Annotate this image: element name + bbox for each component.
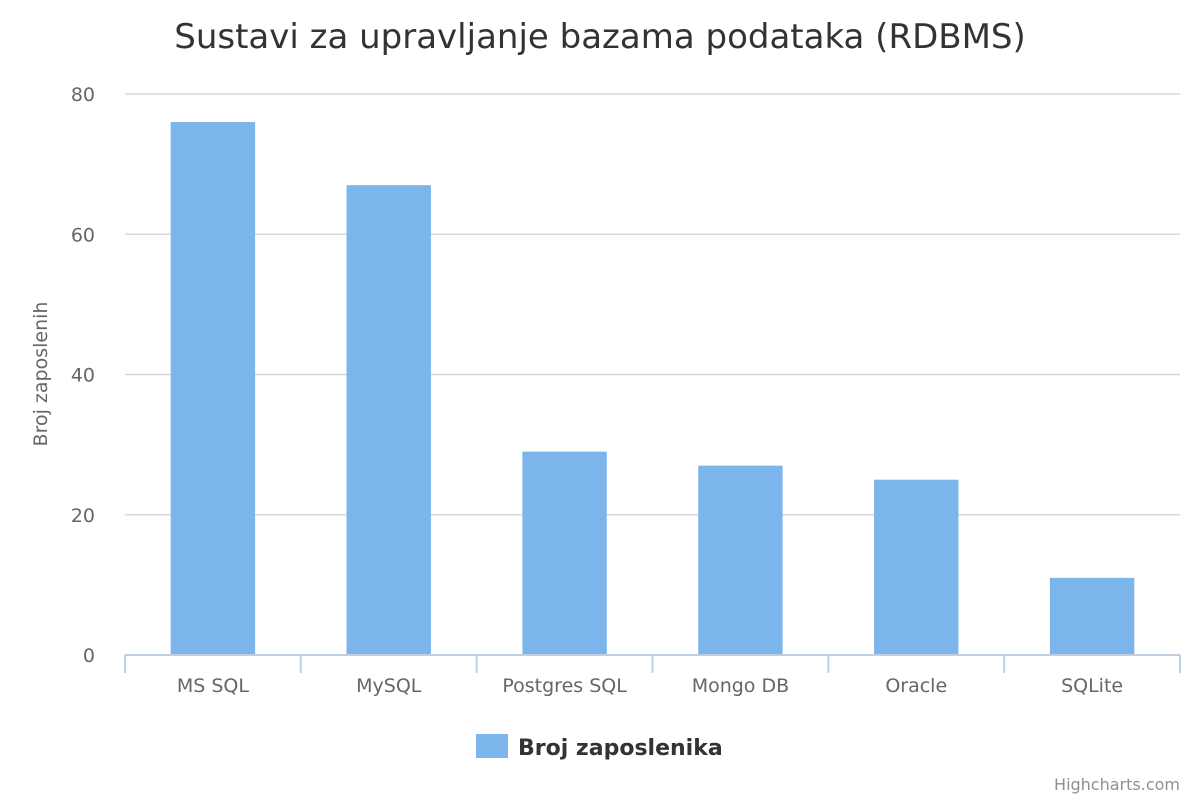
credits-link[interactable]: Highcharts.com <box>1054 775 1180 794</box>
legend[interactable]: Broj zaposlenika <box>476 734 723 761</box>
bar-postgres-sql[interactable] <box>522 451 607 655</box>
y-tick-label-20: 20 <box>71 505 95 527</box>
legend-swatch[interactable] <box>476 734 508 758</box>
bar-sqlite[interactable] <box>1049 577 1135 655</box>
bar-mongo-db[interactable] <box>698 465 783 655</box>
bar-ms-sql[interactable] <box>170 122 256 656</box>
y-tick-label-40: 40 <box>71 365 95 387</box>
x-tick-label-mongo-db: Mongo DB <box>692 675 789 697</box>
x-tick-label-sqlite: SQLite <box>1061 675 1123 697</box>
y-tick-label-0: 0 <box>83 645 95 667</box>
x-axis: MS SQL MySQL Postgres SQL Mongo DB Oracle SQL… <box>124 654 1181 697</box>
bar-mysql[interactable] <box>346 185 431 655</box>
bar-oracle[interactable] <box>874 479 959 655</box>
grid-lines: 0 20 40 60 80 <box>71 84 1180 667</box>
x-tick-label-postgres-sql: Postgres SQL <box>502 675 627 697</box>
x-tick-label-oracle: Oracle <box>885 675 947 697</box>
y-axis-title: Broj zaposlenih <box>30 302 52 447</box>
chart-title: Sustavi za upravljanje bazama podataka (… <box>174 17 1026 57</box>
x-tick-label-mysql: MySQL <box>356 675 422 697</box>
y-tick-label-60: 60 <box>71 224 95 246</box>
legend-label-broj-zaposlenika[interactable]: Broj zaposlenika <box>518 736 723 761</box>
x-tick-label-ms-sql: MS SQL <box>177 675 250 697</box>
y-tick-label-80: 80 <box>71 84 95 106</box>
bars[interactable] <box>170 122 1135 656</box>
